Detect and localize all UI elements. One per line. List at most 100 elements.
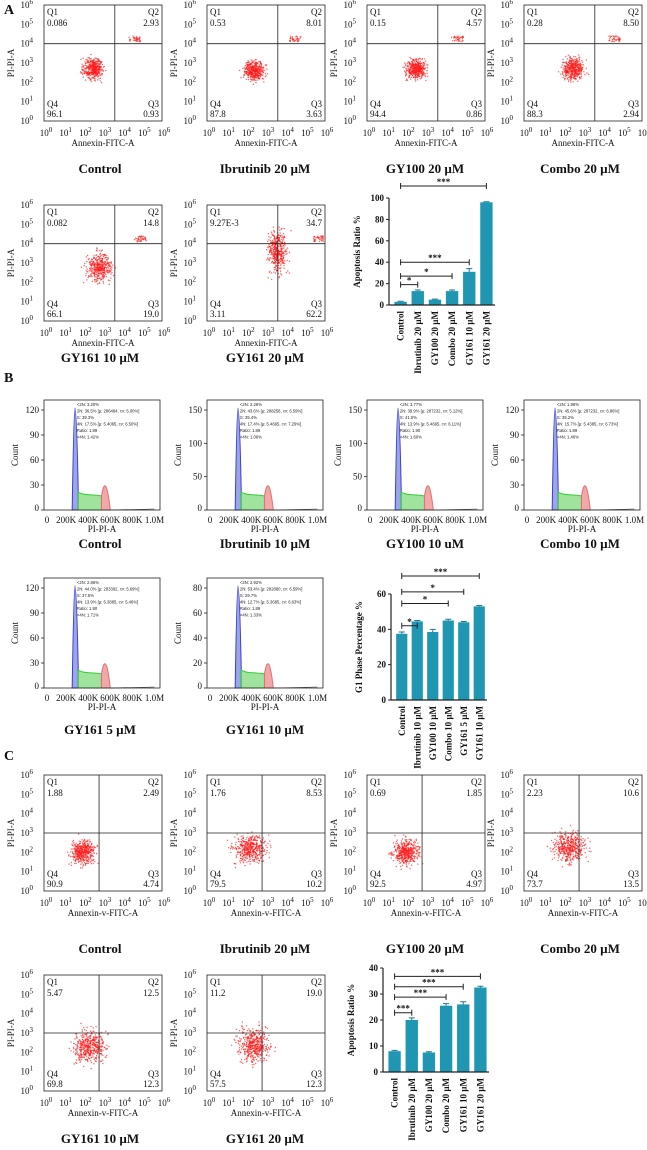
tick-base: 10 [501,77,511,87]
event-dot [565,61,567,63]
event-dot [569,71,572,73]
event-dot [415,60,418,63]
event-dot [562,850,564,853]
quadrant-q1-value: 0.53 [210,18,226,28]
event-dot [110,265,112,268]
event-dot [98,65,100,67]
event-dot [80,860,82,863]
event-dot [88,57,90,59]
event-dot [560,66,562,68]
event-dot [411,850,413,853]
event-dot [278,258,280,261]
event-dot [100,262,102,264]
event-dot [268,239,270,241]
event-dot [252,83,254,85]
event-dot [255,58,257,61]
quadrant-q2-value: 8.53 [306,788,322,798]
event-dot [275,265,277,267]
event-dot [242,862,245,864]
event-dot [96,275,99,277]
event-dot [250,59,252,61]
event-dot [243,859,245,861]
event-dot [462,36,464,38]
quadrant-q3-value: 2.94 [623,109,639,119]
event-dot [75,855,77,857]
event-dot [266,257,269,259]
quadrant-q2-value: 2.93 [143,18,159,28]
event-dot [83,265,85,267]
event-dot [99,63,101,65]
event-dot [461,38,464,40]
event-dot [415,849,417,851]
event-dot [95,853,98,855]
event-dot [267,842,269,845]
quadrant-q2-name: Q2 [148,7,159,17]
event-dot [581,845,584,847]
tick-base: 10 [422,128,432,138]
tick-base: 10 [158,128,168,138]
event-dot [563,851,566,854]
tick-base: 10 [539,128,549,138]
event-dot [252,843,255,845]
event-dot [409,868,411,870]
quadrant-q4-name: Q4 [370,869,381,879]
event-dot [246,861,248,863]
event-dot [580,836,582,838]
event-dot [578,68,580,71]
event-dot [239,862,242,864]
event-dot [79,850,82,852]
event-dot [565,834,567,837]
event-dot [142,238,145,241]
event-dot [581,840,583,842]
event-dot [416,850,418,852]
event-dot [86,64,88,67]
event-dot [87,67,90,69]
event-dot [414,840,416,843]
event-dot [269,844,271,846]
event-dot [289,38,292,40]
event-dot [281,252,283,254]
event-dot [249,863,251,865]
tick-exponent: 1 [353,865,357,873]
event-dot [82,68,84,71]
event-dot [95,272,97,274]
x-tick-label: 102 [242,126,255,138]
event-dot [404,852,406,854]
event-dot [244,843,246,845]
event-dot [235,844,237,846]
event-dot [574,74,576,76]
event-dot [571,837,573,840]
event-dot [235,863,237,865]
tick-base: 10 [281,128,291,138]
event-dot [262,78,264,80]
event-dot [266,68,268,70]
tick-exponent: 5 [30,17,34,25]
event-dot [70,861,73,864]
event-dot [234,847,236,850]
tick-exponent: 5 [193,787,197,795]
event-dot [271,239,274,242]
event-dot [563,838,565,841]
event-dot [89,66,92,69]
event-dot [245,858,247,860]
event-dot [563,848,565,850]
event-dot [247,845,249,847]
y-tick-label: 105 [21,17,34,29]
event-dot [567,54,570,56]
y-tick-label: 102 [21,275,34,287]
event-dot [98,74,100,77]
event-dot [399,862,401,864]
event-dot [274,248,277,251]
event-dot [252,78,254,81]
event-dot [291,37,294,39]
x-tick-label: 101 [382,126,395,138]
event-dot [288,272,291,274]
event-dot [296,37,299,40]
tick-exponent: 5 [470,126,474,134]
event-dot [395,840,397,843]
event-dot [282,258,285,260]
event-dot [406,842,408,845]
event-dot [318,240,321,243]
x-axis-label: Annexin-FITC-A [395,138,458,148]
event-dot [246,836,248,838]
